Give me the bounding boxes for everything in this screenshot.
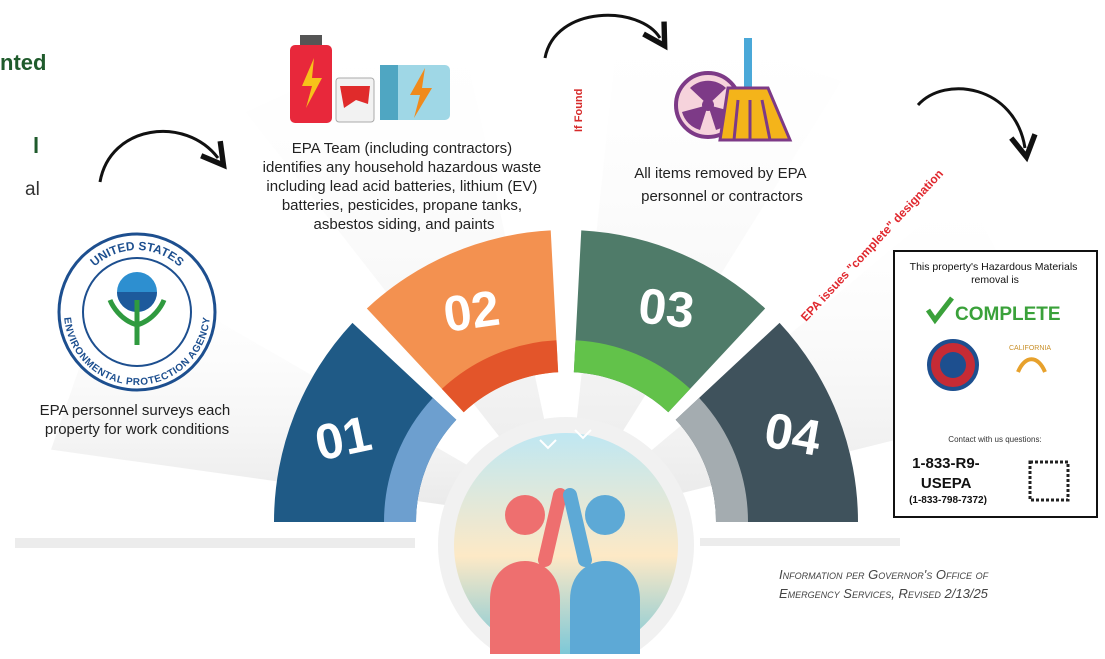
header-fragment: al — [25, 179, 40, 200]
footer-line: Emergency Services, Revised 2/13/25 — [779, 586, 989, 601]
step-text-line: property for work conditions — [45, 421, 229, 438]
epa-seal: UNITED STATES ENVIRONMENTAL PROTECTION A… — [59, 234, 215, 390]
step-text-line: batteries, pesticides, propane tanks, — [282, 197, 522, 214]
infographic: nted l al UNITED STATES ENVIRONMENTAL PR… — [0, 0, 1105, 654]
step-text-line: identifies any household hazardous waste — [263, 159, 542, 176]
step-text-line: including lead acid batteries, lithium (… — [266, 178, 537, 195]
step-text-line: asbestos siding, and paints — [314, 216, 495, 233]
step-number: 03 — [636, 277, 697, 339]
completion-sign: This property's Hazardous Materials remo… — [894, 251, 1097, 517]
step-text-line: EPA Team (including contractors) — [292, 140, 512, 157]
arrow — [100, 131, 218, 182]
sign-status: COMPLETE — [955, 304, 1061, 325]
header-fragment: nted — [0, 50, 46, 75]
sign-phone-line: (1-833-798-7372) — [909, 495, 987, 506]
sign-phone-line: 1-833-R9- — [912, 455, 980, 472]
sign-contact: Contact with us questions: — [948, 435, 1041, 444]
step-text: EPA Team (including contractors) identif… — [263, 140, 546, 233]
sign-heading-line: removal is — [971, 274, 1019, 286]
sign-phone-line: USEPA — [921, 475, 972, 492]
step-text-line: All items removed by EPA — [634, 165, 806, 182]
connector-label: If Found — [573, 89, 585, 132]
sign-heading-line: This property's Hazardous Materials — [910, 261, 1078, 273]
shadow — [15, 538, 415, 548]
step-text-line: EPA personnel surveys each — [40, 402, 231, 419]
step-number: 02 — [440, 280, 503, 343]
footer: Information per Governor's Office of Eme… — [779, 567, 992, 601]
sign-state: CALIFORNIA — [1009, 345, 1051, 352]
arrow — [918, 89, 1025, 148]
header-fragment: l — [33, 133, 39, 158]
step-number: 01 — [310, 405, 376, 471]
step-number: 04 — [760, 402, 825, 467]
shadow — [700, 538, 900, 546]
footer-line: Information per Governor's Office of — [779, 567, 989, 582]
hub-image — [454, 433, 678, 654]
step-text-line: personnel or contractors — [641, 188, 803, 205]
